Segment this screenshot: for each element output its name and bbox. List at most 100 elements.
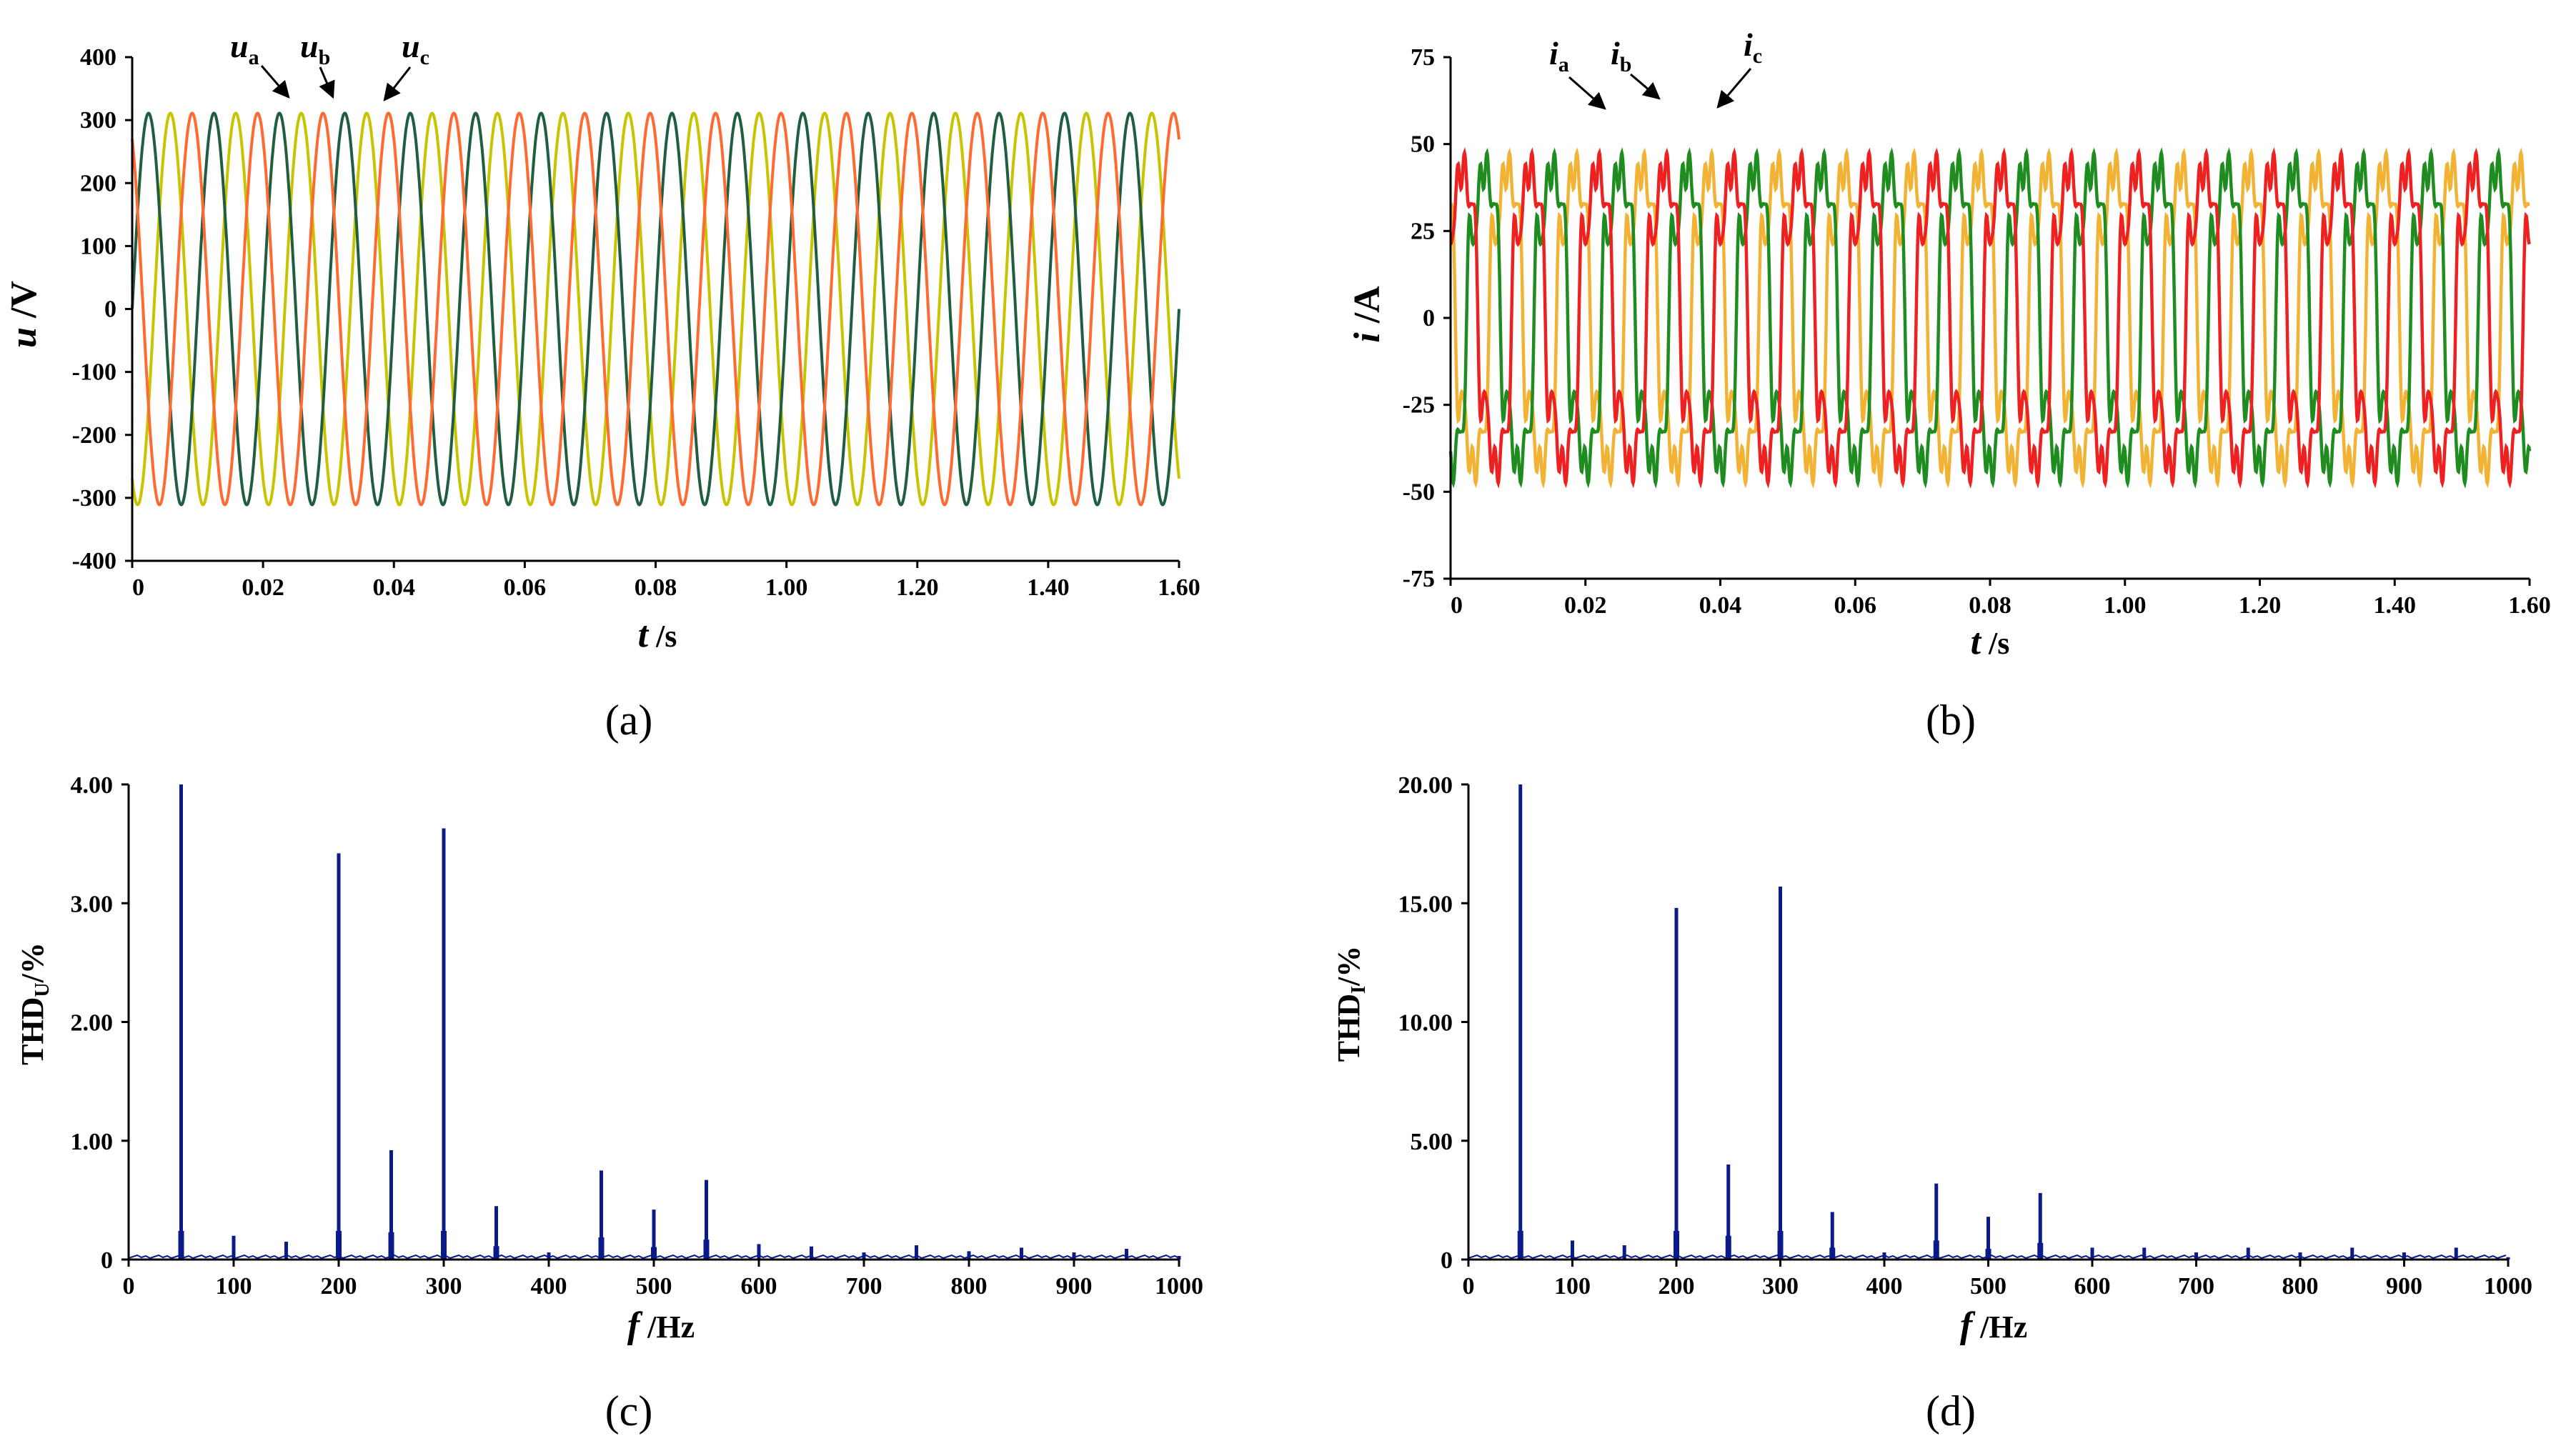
y-tick-label: 50 xyxy=(1411,131,1435,158)
y-tick-label: 20.00 xyxy=(1398,772,1453,799)
y-tick-label: 0 xyxy=(104,296,116,323)
x-tick-label: 0.02 xyxy=(242,574,284,601)
harmonic-base-550hz xyxy=(2037,1242,2044,1260)
harmonic-base-550hz xyxy=(703,1240,710,1260)
y-tick-label: 0 xyxy=(1423,305,1435,331)
x-tick-label: 1.00 xyxy=(2104,592,2147,619)
panel-a-ylabel: u /V xyxy=(4,281,44,348)
x-tick-label: 1.60 xyxy=(2508,592,2551,619)
x-tick-label: 1.20 xyxy=(2239,592,2282,619)
y-tick-label: -75 xyxy=(1403,566,1435,592)
panel-d-axes: 0 5.00 10.00 15.00 20.00 0 100 200 300 400 500 600 7… xyxy=(1398,772,2533,1300)
harmonic-base-350hz xyxy=(493,1246,499,1260)
harmonic-base-200hz xyxy=(336,1231,342,1260)
svg-text:uc: uc xyxy=(402,28,429,69)
series-ia xyxy=(1449,147,2530,489)
x-tick-label: 1.20 xyxy=(896,574,939,601)
svg-text:ua: ua xyxy=(230,28,259,69)
panel-b-xlabel: t /s xyxy=(1971,622,2010,662)
x-tick-label: 1.00 xyxy=(765,574,808,601)
panel-b-current: -75 -50 -25 0 25 50 75 0 0.02 0.04 0.06 0.08 1.00 1.2… xyxy=(1347,26,2551,744)
x-tick-label: 500 xyxy=(636,1273,672,1300)
y-tick-label: -400 xyxy=(72,548,116,574)
x-tick-label: 900 xyxy=(2386,1273,2422,1300)
harmonic-base-250hz xyxy=(1725,1235,1731,1260)
harmonic-base-300hz xyxy=(441,1231,447,1260)
x-tick-label: 800 xyxy=(951,1273,988,1300)
x-tick-label: 100 xyxy=(216,1273,252,1300)
caption-a: (a) xyxy=(605,697,653,744)
y-tick-label: -200 xyxy=(72,422,116,449)
y-tick-label: 0 xyxy=(101,1247,113,1274)
harmonic-base-500hz xyxy=(651,1247,657,1260)
annotation-ic: ic xyxy=(1716,26,1762,109)
panel-a-voltage: -400 -300 -200 -100 0 100 200 300 400 0 0.02 0.04 0.… xyxy=(4,28,1200,744)
y-tick-label: -50 xyxy=(1403,479,1435,505)
harmonic-base-300hz xyxy=(1777,1231,1784,1260)
svg-text:ia: ia xyxy=(1549,35,1569,76)
y-tick-label: 25 xyxy=(1411,218,1435,244)
annotation-ua-arrow xyxy=(260,65,290,99)
panel-b-ylabel: i /A xyxy=(1347,286,1388,343)
y-tick-label: -300 xyxy=(72,485,116,512)
y-tick-label: 1.00 xyxy=(71,1129,114,1155)
annotation-ia: ia xyxy=(1549,35,1606,110)
svg-text:ic: ic xyxy=(1744,26,1762,68)
panel-a-axes: -400 -300 -200 -100 0 100 200 300 400 0 0.02 0.04 0.… xyxy=(72,44,1200,601)
harmonic-base-250hz xyxy=(388,1232,394,1260)
x-tick-label: 1000 xyxy=(2484,1273,2532,1300)
annotation-ic-arrow xyxy=(1716,68,1752,109)
x-tick-label: 600 xyxy=(2074,1273,2111,1300)
x-tick-label: 0 xyxy=(1451,592,1463,619)
y-tick-label: 75 xyxy=(1411,44,1435,71)
caption-c: (c) xyxy=(605,1387,653,1435)
x-tick-label: 0 xyxy=(1463,1273,1475,1300)
annotation-uc: uc xyxy=(383,28,429,101)
x-tick-label: 0.02 xyxy=(1564,592,1607,619)
annotation-ib-arrow xyxy=(1630,73,1661,100)
y-tick-label: 0 xyxy=(1441,1247,1453,1274)
y-tick-label: -25 xyxy=(1403,392,1435,419)
harmonic-base-50hz xyxy=(178,1231,184,1260)
panel-b-series xyxy=(1448,147,2532,489)
x-tick-label: 0.06 xyxy=(504,574,547,601)
x-tick-label: 1.40 xyxy=(2374,592,2417,619)
harmonic-base-450hz xyxy=(598,1237,605,1260)
annotation-ia-arrow xyxy=(1568,76,1606,110)
noise-floor xyxy=(1468,1254,2507,1260)
panel-c-bars xyxy=(128,784,1181,1260)
y-tick-label: 3.00 xyxy=(71,891,114,917)
panel-b-axes: -75 -50 -25 0 25 50 75 0 0.02 0.04 0.06 0.08 1.00 1.2… xyxy=(1403,44,2551,619)
y-tick-label: 300 xyxy=(80,107,116,134)
svg-text:ub: ub xyxy=(300,28,330,69)
x-tick-label: 1.40 xyxy=(1027,574,1070,601)
panel-a-xlabel: t /s xyxy=(638,614,677,655)
panel-a-series xyxy=(131,111,1180,507)
y-tick-label: 15.00 xyxy=(1398,891,1453,917)
panel-d-xlabel: f /Hz xyxy=(1960,1305,2027,1346)
harmonic-base-500hz xyxy=(1985,1249,1991,1260)
x-tick-label: 300 xyxy=(1762,1273,1799,1300)
harmonic-base-50hz xyxy=(1517,1231,1523,1260)
panel-d-thd-i: 0 5.00 10.00 15.00 20.00 0 100 200 300 400 500 600 7… xyxy=(1331,772,2532,1435)
y-tick-label: 200 xyxy=(80,170,116,196)
y-tick-label: -100 xyxy=(72,359,116,386)
x-tick-label: 0.04 xyxy=(373,574,416,601)
x-tick-label: 800 xyxy=(2282,1273,2319,1300)
x-tick-label: 400 xyxy=(531,1273,567,1300)
annotation-ua: ua xyxy=(230,28,290,99)
caption-d: (d) xyxy=(1926,1387,1976,1435)
harmonic-base-200hz xyxy=(1674,1231,1679,1260)
harmonic-base-450hz xyxy=(1933,1240,1939,1260)
y-tick-label: 5.00 xyxy=(1411,1129,1453,1155)
series-ib xyxy=(1448,147,2532,489)
x-tick-label: 200 xyxy=(321,1273,357,1300)
annotation-ub-arrow xyxy=(319,66,335,99)
x-tick-label: 0.08 xyxy=(635,574,677,601)
x-tick-label: 700 xyxy=(846,1273,882,1300)
x-tick-label: 600 xyxy=(741,1273,777,1300)
series-ua xyxy=(131,111,1180,507)
svg-text:ib: ib xyxy=(1611,35,1631,76)
y-tick-label: 4.00 xyxy=(71,772,114,799)
